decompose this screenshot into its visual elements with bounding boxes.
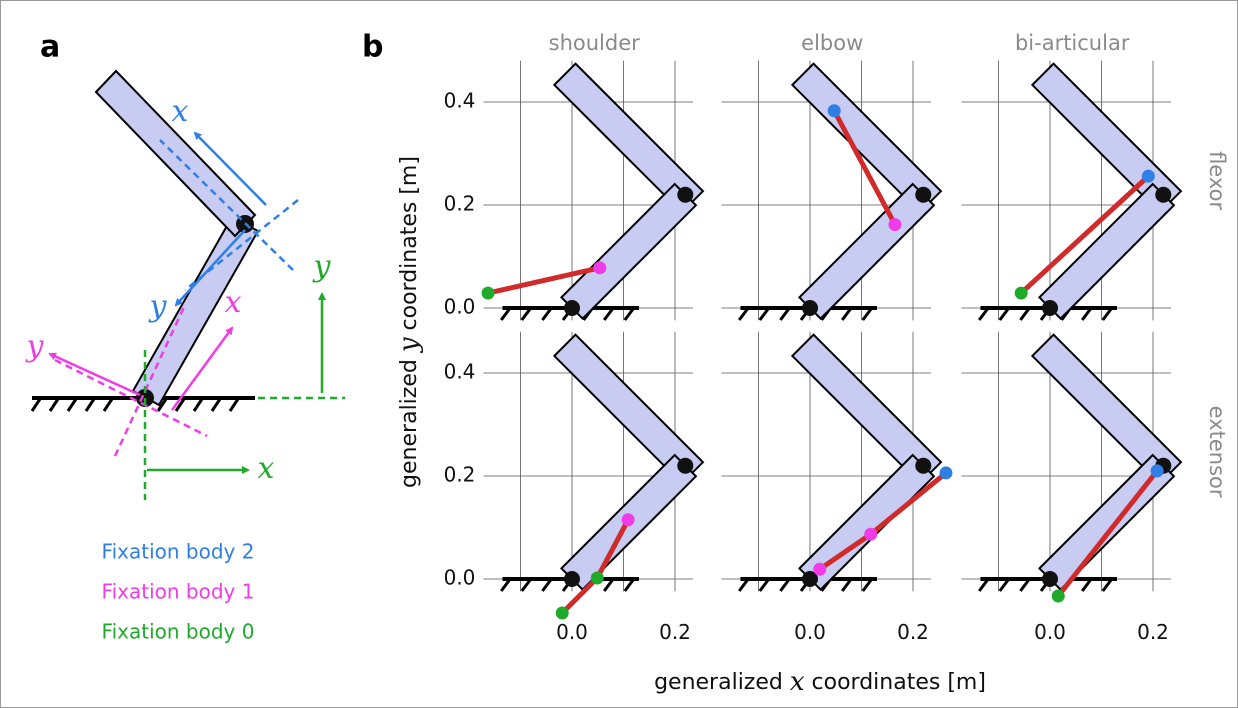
muscle-point bbox=[813, 562, 827, 576]
joint bbox=[564, 571, 580, 587]
muscle-line bbox=[487, 265, 601, 296]
panel-label: a bbox=[40, 30, 60, 65]
muscle-point bbox=[555, 606, 569, 620]
y-tick-label: 0.0 bbox=[444, 295, 476, 319]
x-tick-label: 0.0 bbox=[794, 620, 826, 644]
x-tick-label: 0.0 bbox=[556, 620, 588, 644]
row-title: extensor bbox=[1205, 406, 1229, 498]
joint bbox=[1155, 186, 1172, 203]
y-tick-label: 0.4 bbox=[444, 89, 476, 113]
x-tick-label: 0.2 bbox=[1137, 620, 1169, 644]
y-tick-label: 0.2 bbox=[444, 192, 476, 216]
x-tick-label: 0.2 bbox=[659, 620, 691, 644]
y-tick-label: 0.0 bbox=[444, 566, 476, 590]
joint bbox=[802, 571, 818, 587]
legend-entry: Fixation body 1 bbox=[102, 580, 255, 604]
arm-segment bbox=[1037, 182, 1176, 321]
joint bbox=[1042, 300, 1058, 316]
row-title: flexor bbox=[1205, 151, 1229, 210]
arm-segment bbox=[797, 182, 936, 321]
axis-name: y bbox=[312, 249, 332, 284]
panel-label: b bbox=[362, 30, 383, 65]
joint bbox=[1042, 571, 1058, 587]
arm-diagram bbox=[30, 69, 345, 500]
column-title: shoulder bbox=[549, 31, 640, 55]
muscle-point bbox=[1014, 286, 1028, 300]
x-axis-label: generalized x coordinates [m] bbox=[654, 667, 986, 697]
muscle-point bbox=[864, 527, 878, 541]
muscle-point bbox=[827, 104, 841, 118]
muscle-point bbox=[939, 466, 953, 480]
joint bbox=[915, 457, 932, 474]
x-tick-label: 0.0 bbox=[1034, 620, 1066, 644]
legend-entry: Fixation body 2 bbox=[102, 540, 255, 564]
axis-name: y bbox=[25, 329, 45, 364]
joint bbox=[677, 186, 694, 203]
muscle-point bbox=[1150, 464, 1164, 478]
y-axis-label: generalized y coordinates [m] bbox=[394, 156, 424, 488]
muscle-point bbox=[593, 261, 607, 275]
joint bbox=[802, 300, 818, 316]
y-tick-label: 0.2 bbox=[444, 463, 476, 487]
arm-segment bbox=[559, 182, 698, 321]
muscle-point bbox=[621, 513, 635, 527]
legend-entry: Fixation body 0 bbox=[102, 620, 255, 644]
muscle-point bbox=[1051, 589, 1065, 603]
joint bbox=[677, 457, 694, 474]
muscle-line bbox=[831, 109, 898, 226]
muscle-point bbox=[1141, 169, 1155, 183]
axis-name: x bbox=[258, 451, 275, 486]
muscle-line bbox=[1056, 469, 1160, 598]
axis-name: y bbox=[148, 289, 168, 324]
joint bbox=[564, 300, 580, 316]
axis-name: x bbox=[225, 285, 242, 320]
axis-name: x bbox=[172, 94, 189, 129]
muscle-point bbox=[590, 571, 604, 585]
column-title: bi-articular bbox=[1015, 31, 1130, 55]
muscle-point bbox=[481, 286, 495, 300]
column-title: elbow bbox=[801, 31, 863, 55]
joint bbox=[915, 186, 932, 203]
muscle-line bbox=[1019, 174, 1151, 295]
muscle-point bbox=[888, 218, 902, 232]
x-tick-label: 0.2 bbox=[897, 620, 929, 644]
y-tick-label: 0.4 bbox=[444, 360, 476, 384]
